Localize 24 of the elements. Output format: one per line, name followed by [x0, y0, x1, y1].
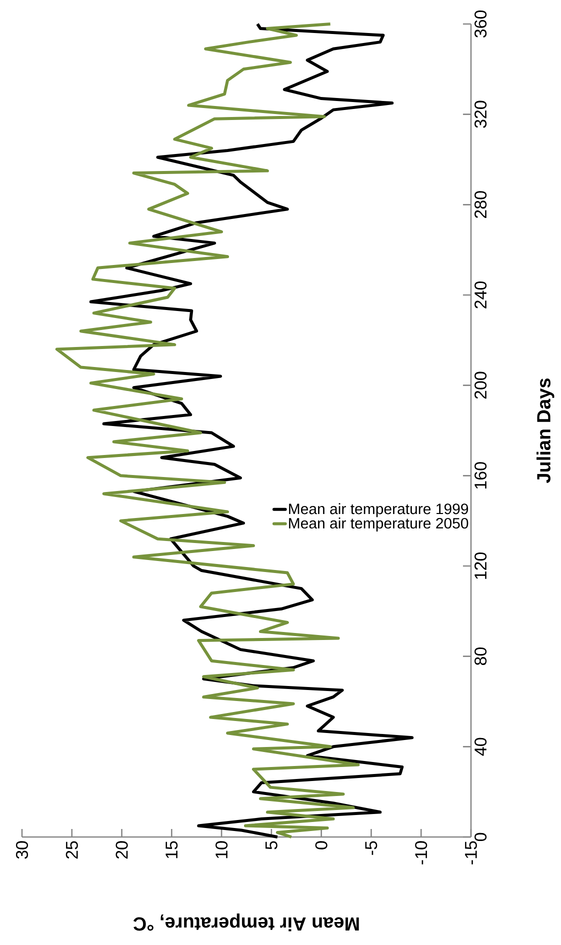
y-tick-label: 240: [474, 281, 487, 308]
x-tick-label: -5: [365, 841, 378, 855]
x-tick-label: 15: [166, 841, 178, 858]
y-tick-label: 200: [474, 372, 487, 399]
y-tick-label: 80: [474, 648, 487, 666]
x-tick-label: 5: [266, 841, 278, 850]
y-tick-label: 320: [474, 100, 487, 128]
x-tick-label: 20: [116, 841, 128, 859]
x-tick-label: -10: [415, 841, 428, 864]
x-tick-label: -15: [465, 841, 477, 864]
y-axis-title: Julian Days: [536, 378, 554, 484]
y-tick-label: 360: [474, 10, 487, 38]
y-tick-label: 160: [474, 462, 487, 489]
x-tick-label: 25: [66, 841, 78, 859]
x-tick-label: 30: [16, 841, 28, 859]
x-axis-title: Mean Air temperature, °C: [133, 914, 359, 932]
legend-label: Mean air temperature 1999: [289, 503, 468, 518]
x-tick-label: 0: [315, 841, 328, 850]
legend-label: Mean air temperature 2050: [289, 518, 468, 532]
y-tick-label: 120: [474, 552, 487, 579]
y-tick-label: 40: [474, 738, 487, 756]
y-tick-label: 0: [474, 832, 487, 842]
x-tick-label: 10: [216, 841, 228, 858]
y-tick-label: 280: [474, 191, 487, 218]
